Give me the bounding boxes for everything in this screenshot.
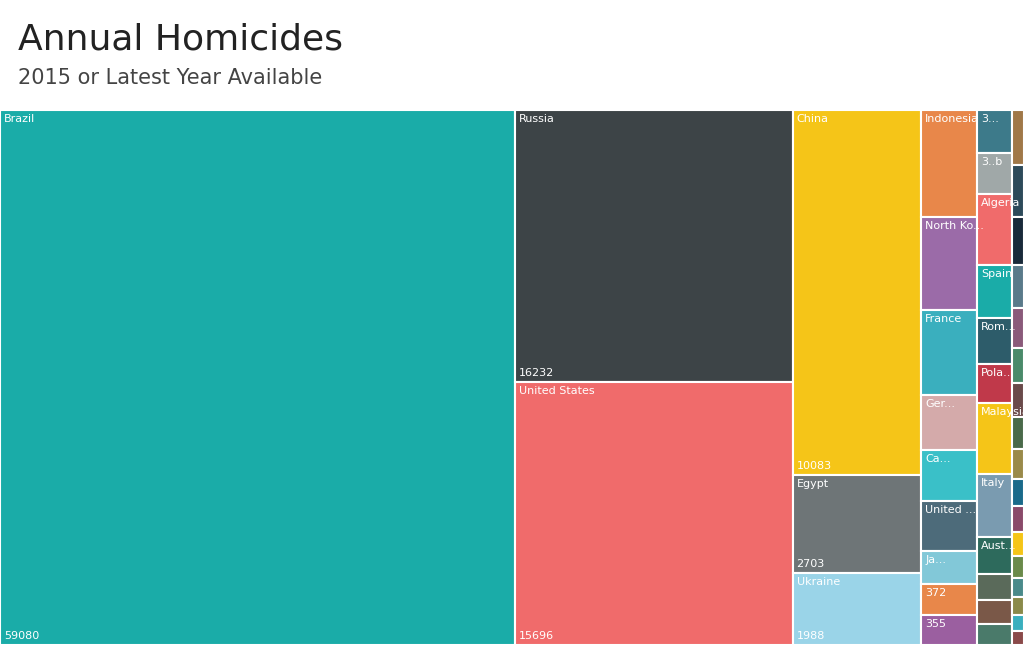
Bar [1013, 532, 1024, 556]
Bar [1013, 166, 1024, 217]
Bar [977, 364, 1013, 403]
Bar [922, 501, 977, 551]
Text: France: France [926, 314, 963, 324]
Text: 372: 372 [926, 588, 946, 598]
Bar [1013, 417, 1024, 449]
Text: United ...: United ... [926, 505, 976, 515]
Bar [1013, 631, 1024, 645]
Bar [1013, 578, 1024, 597]
Bar [1013, 348, 1024, 383]
Text: Brazil: Brazil [4, 114, 35, 124]
Text: 355: 355 [926, 619, 946, 630]
Bar [793, 475, 922, 573]
Bar [0, 110, 514, 645]
Text: United States: United States [518, 386, 594, 396]
Bar [793, 110, 922, 475]
Bar [922, 551, 977, 584]
Bar [977, 537, 1013, 574]
Bar [922, 615, 977, 645]
Text: Russia: Russia [518, 114, 554, 124]
Bar [977, 318, 1013, 364]
Bar [514, 110, 793, 382]
Bar [977, 194, 1013, 265]
Bar [1013, 615, 1024, 631]
Bar [977, 110, 1013, 154]
Text: Malaysia: Malaysia [981, 407, 1024, 417]
Text: Italy: Italy [981, 478, 1005, 488]
Bar [922, 110, 977, 217]
Bar [793, 573, 922, 645]
Bar [1013, 264, 1024, 308]
Bar [977, 600, 1013, 624]
Text: 3..b: 3..b [981, 157, 1002, 167]
Text: 1988: 1988 [797, 631, 825, 641]
Bar [1013, 110, 1024, 166]
Bar [514, 382, 793, 645]
Text: Spain: Spain [981, 270, 1012, 279]
Text: 59080: 59080 [4, 631, 39, 641]
Bar [1013, 556, 1024, 578]
Text: 15696: 15696 [518, 631, 554, 641]
Text: Pola...: Pola... [981, 368, 1015, 378]
Text: North Ko...: North Ko... [926, 221, 984, 231]
Text: Ukraine: Ukraine [797, 577, 840, 587]
Bar [1013, 449, 1024, 479]
Text: Aust...: Aust... [981, 541, 1017, 551]
Text: 10083: 10083 [797, 461, 831, 471]
Bar [1013, 479, 1024, 506]
Bar [1013, 217, 1024, 264]
Text: 2015 or Latest Year Available: 2015 or Latest Year Available [18, 68, 323, 88]
Bar [922, 450, 977, 501]
Bar [1013, 506, 1024, 532]
Bar [1013, 597, 1024, 615]
Bar [977, 265, 1013, 318]
Bar [977, 474, 1013, 537]
Text: 16232: 16232 [518, 368, 554, 378]
Bar [977, 154, 1013, 194]
Text: 3...: 3... [981, 114, 998, 124]
Text: Ja...: Ja... [926, 555, 946, 565]
Text: Ger...: Ger... [926, 399, 955, 410]
Text: China: China [797, 114, 828, 124]
Text: 2703: 2703 [797, 559, 824, 569]
Bar [922, 310, 977, 395]
Text: Rom...: Rom... [981, 322, 1017, 332]
Bar [977, 403, 1013, 474]
Text: Indonesia: Indonesia [926, 114, 979, 124]
Bar [922, 395, 977, 450]
Bar [977, 624, 1013, 645]
Bar [1013, 383, 1024, 417]
Text: Egypt: Egypt [797, 479, 828, 489]
Bar [1013, 308, 1024, 348]
Bar [977, 574, 1013, 600]
Text: Ca...: Ca... [926, 455, 950, 464]
Text: Annual Homicides: Annual Homicides [18, 22, 343, 56]
Bar [922, 217, 977, 310]
Text: Algeria: Algeria [981, 198, 1020, 208]
Bar [922, 584, 977, 615]
